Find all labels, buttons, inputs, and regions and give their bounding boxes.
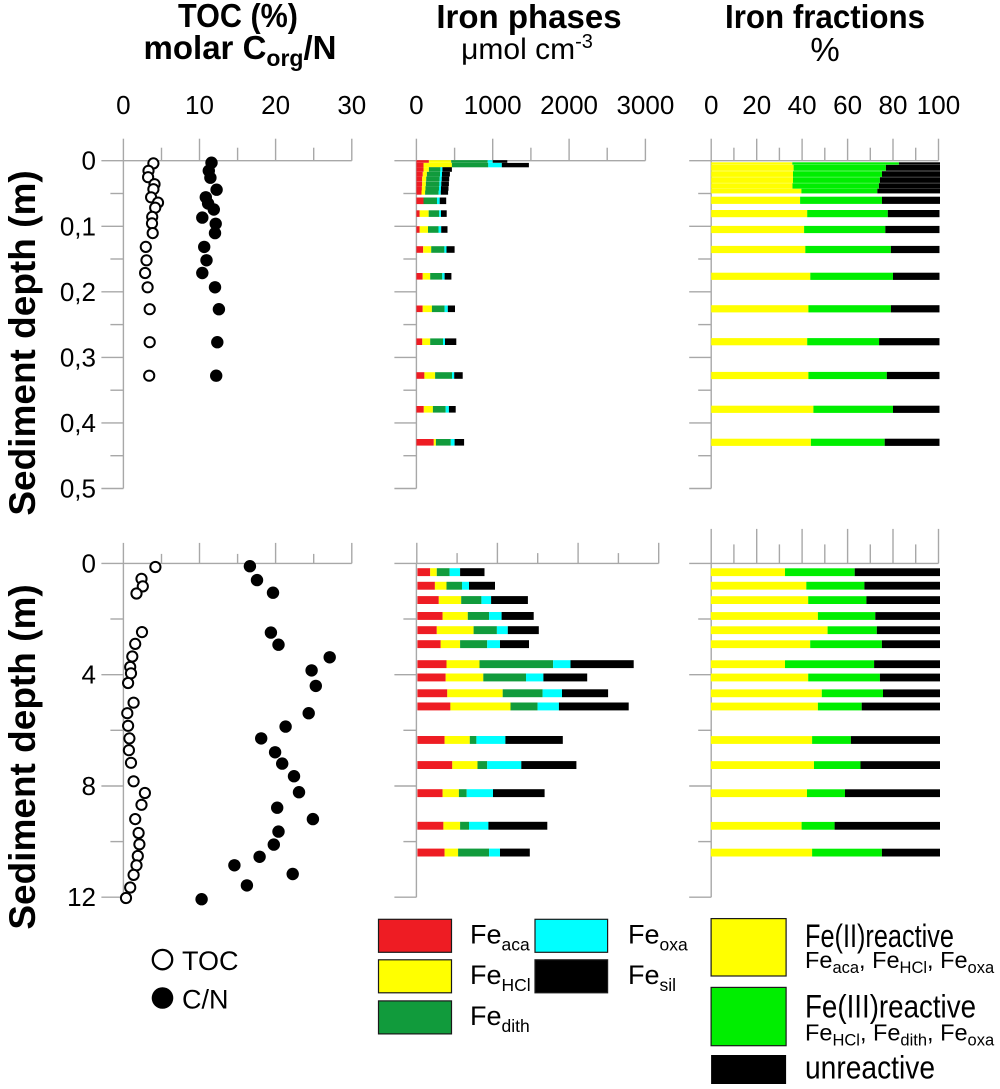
svg-text:Feoxa: Feoxa [628,920,688,955]
svg-text:8: 8 [82,771,96,801]
svg-text:Feaca, FeHCl, Feoxa: Feaca, FeHCl, Feoxa [805,947,995,977]
svg-text:40: 40 [788,90,817,120]
svg-text:Iron fractions: Iron fractions [725,0,925,35]
svg-text:0: 0 [82,548,96,578]
svg-text:0,5: 0,5 [60,474,96,504]
svg-text:0,2: 0,2 [60,277,96,307]
svg-text:2000: 2000 [540,90,598,120]
svg-text:3000: 3000 [616,90,674,120]
svg-text:Fesil: Fesil [628,960,676,995]
svg-text:20: 20 [742,90,771,120]
svg-text:unreactive: unreactive [805,1049,935,1084]
svg-text:μmol cm-3: μmol cm-3 [461,31,593,66]
svg-text:0: 0 [116,90,130,120]
svg-text:%: % [810,31,839,68]
svg-text:TOC (%): TOC (%) [178,0,298,34]
svg-text:0,1: 0,1 [60,211,96,241]
svg-text:Feaca: Feaca [470,920,530,955]
svg-text:Sediment depth (m): Sediment depth (m) [2,170,43,515]
svg-text:TOC: TOC [182,946,239,976]
svg-text:10: 10 [185,90,214,120]
svg-text:30: 30 [337,90,366,120]
svg-text:20: 20 [261,90,290,120]
svg-text:C/N: C/N [182,985,229,1015]
svg-text:molar Corg/N: molar Corg/N [144,29,337,71]
svg-text:4: 4 [82,660,96,690]
svg-text:Iron phases: Iron phases [436,0,621,35]
svg-text:80: 80 [879,90,908,120]
svg-text:12: 12 [67,882,96,912]
svg-text:Fe(II)reactive: Fe(II)reactive [805,918,954,954]
svg-text:Sediment depth (m): Sediment depth (m) [2,584,43,929]
svg-text:100: 100 [917,90,960,120]
svg-text:60: 60 [833,90,862,120]
svg-text:0: 0 [704,90,718,120]
svg-text:FeHCl: FeHCl [470,960,531,995]
svg-text:0,4: 0,4 [60,408,96,438]
svg-text:0: 0 [82,146,96,176]
svg-text:1000: 1000 [464,90,522,120]
svg-text:Fe(III)reactive: Fe(III)reactive [805,988,976,1024]
svg-text:0: 0 [409,90,423,120]
svg-text:0,3: 0,3 [60,342,96,372]
